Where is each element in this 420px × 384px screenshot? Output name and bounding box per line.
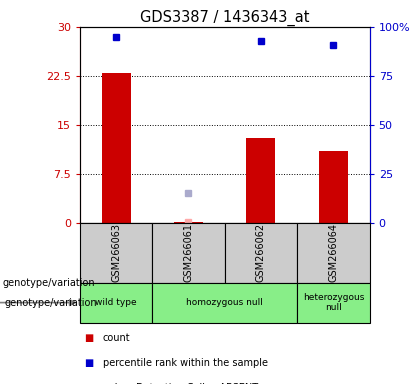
Bar xyxy=(297,223,370,283)
Text: wild type: wild type xyxy=(95,298,137,307)
Text: heterozygous
null: heterozygous null xyxy=(303,293,364,312)
Text: GSM266061: GSM266061 xyxy=(184,223,194,282)
Text: GSM266063: GSM266063 xyxy=(111,223,121,282)
Text: genotype/variation: genotype/variation xyxy=(4,298,97,308)
Bar xyxy=(174,222,203,223)
Bar xyxy=(80,223,152,283)
Title: GDS3387 / 1436343_at: GDS3387 / 1436343_at xyxy=(140,9,310,25)
Text: homozygous null: homozygous null xyxy=(186,298,263,307)
Text: ■: ■ xyxy=(84,333,93,343)
Text: ■: ■ xyxy=(84,383,93,384)
Text: ■: ■ xyxy=(84,358,93,368)
Bar xyxy=(247,138,276,223)
Text: percentile rank within the sample: percentile rank within the sample xyxy=(103,358,268,368)
Bar xyxy=(80,283,152,323)
Bar xyxy=(297,283,370,323)
Text: count: count xyxy=(103,333,131,343)
Text: genotype/variation: genotype/variation xyxy=(2,278,95,288)
Text: value, Detection Call = ABSENT: value, Detection Call = ABSENT xyxy=(103,383,258,384)
Bar xyxy=(102,73,131,223)
Text: GSM266062: GSM266062 xyxy=(256,223,266,282)
Bar xyxy=(319,151,348,223)
Bar xyxy=(152,283,297,323)
Text: GSM266064: GSM266064 xyxy=(328,223,339,282)
Bar xyxy=(225,223,297,283)
Bar xyxy=(152,223,225,283)
